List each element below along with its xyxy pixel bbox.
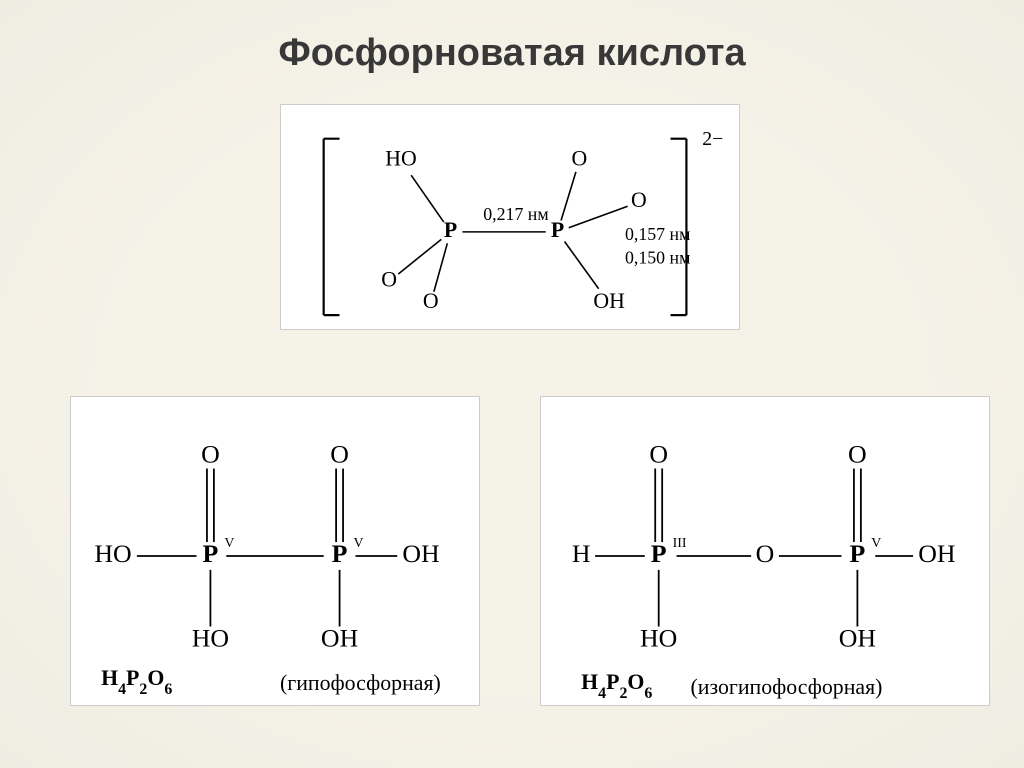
svg-text:O: O [423, 289, 439, 313]
svg-text:P: P [850, 539, 866, 568]
svg-text:OH: OH [918, 539, 955, 568]
svg-text:O: O [756, 539, 775, 568]
svg-text:H4P2O6: H4P2O6 [101, 666, 172, 698]
svg-text:P: P [444, 218, 457, 242]
top-structure-diagram: 2− P P HO O O O O OH 0,217 нм 0,157 нм 0,150 нм [280, 104, 740, 330]
svg-text:OH: OH [402, 539, 439, 568]
isohypophosphoric-diagram: PIIIPVOOOHOHHOOHH4P2O6(изогипофосфорная) [540, 396, 990, 706]
svg-text:(гипофосфорная): (гипофосфорная) [280, 671, 441, 695]
svg-text:P: P [551, 218, 564, 242]
svg-text:0,157 нм: 0,157 нм [625, 224, 690, 244]
svg-text:H: H [572, 539, 591, 568]
svg-text:O: O [201, 440, 220, 469]
svg-text:V: V [871, 536, 881, 551]
svg-text:HO: HO [192, 623, 229, 652]
svg-text:OH: OH [839, 623, 876, 652]
hypophosphoric-svg: PVPVOOHOOHHOOHH4P2O6(гипофосфорная) [71, 397, 479, 705]
slide-title: Фосфорноватая кислота [0, 32, 1024, 75]
svg-text:P: P [203, 539, 219, 568]
svg-text:HO: HO [94, 539, 131, 568]
svg-text:O: O [572, 147, 588, 171]
svg-text:H4P2O6: H4P2O6 [581, 670, 652, 702]
top-structure-svg: 2− P P HO O O O O OH 0,217 нм 0,157 нм 0,150 нм [281, 105, 739, 329]
svg-text:P: P [651, 539, 667, 568]
svg-text:0,150 нм: 0,150 нм [625, 248, 690, 268]
svg-text:O: O [649, 440, 668, 469]
svg-text:O: O [330, 440, 349, 469]
svg-text:P: P [332, 539, 348, 568]
svg-text:HO: HO [640, 623, 677, 652]
svg-text:O: O [381, 267, 397, 291]
svg-text:OH: OH [321, 623, 358, 652]
isohypophosphoric-svg: PIIIPVOOOHOHHOOHH4P2O6(изогипофосфорная) [541, 397, 989, 705]
svg-text:V: V [224, 536, 234, 551]
svg-text:2−: 2− [702, 128, 723, 150]
svg-text:III: III [673, 536, 687, 551]
svg-text:V: V [353, 536, 363, 551]
hypophosphoric-diagram: PVPVOOHOOHHOOHH4P2O6(гипофосфорная) [70, 396, 480, 706]
svg-text:O: O [848, 440, 867, 469]
title-text: Фосфорноватая кислота [278, 32, 745, 74]
svg-text:(изогипофосфорная): (изогипофосфорная) [690, 675, 882, 699]
svg-text:O: O [631, 188, 647, 212]
svg-text:OH: OH [593, 289, 625, 313]
svg-text:HO: HO [385, 147, 416, 171]
svg-text:0,217 нм: 0,217 нм [483, 204, 548, 224]
